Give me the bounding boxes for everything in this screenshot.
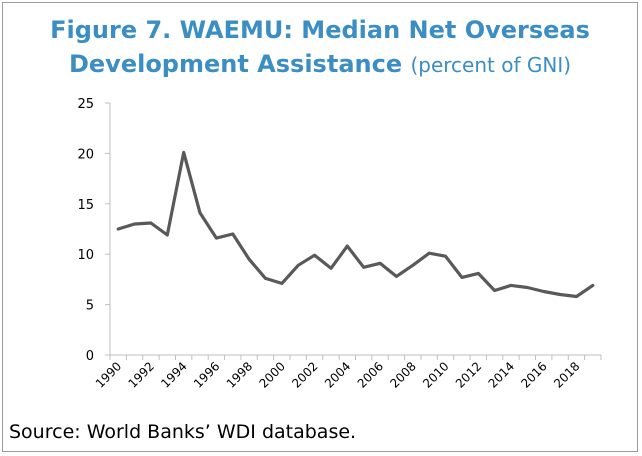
x-tick-label: 2006 — [355, 359, 386, 390]
x-tick-label: 1990 — [93, 359, 124, 390]
y-tick-label: 20 — [77, 147, 94, 162]
x-tick-label: 2010 — [420, 359, 451, 390]
x-tick-label: 2004 — [322, 359, 353, 390]
chart-title-unit: (percent of GNI) — [410, 53, 572, 77]
x-tick-label: 2018 — [551, 359, 582, 390]
x-tick-label: 2012 — [453, 359, 484, 390]
source-note: Source: World Banks’ WDI database. — [9, 421, 357, 443]
x-tick-label: 1996 — [191, 359, 222, 390]
y-tick-label: 0 — [86, 349, 94, 364]
x-tick-label: 1998 — [224, 359, 255, 390]
series-line-0 — [116, 150, 595, 299]
chart-title-line2-bold: Development Assistance — [68, 50, 403, 78]
figure-frame: Figure 7. WAEMU: Median Net Overseas Dev… — [2, 2, 638, 452]
y-tick-label: 10 — [77, 248, 94, 263]
y-tick-label: 15 — [77, 198, 94, 213]
x-tick-label: 1992 — [126, 359, 157, 390]
chart-title-line1: Figure 7. WAEMU: Median Net Overseas — [50, 16, 590, 44]
y-tick-labels: 0 5 10 15 20 25 — [77, 97, 94, 364]
series-layer — [116, 150, 595, 299]
chart-title: Figure 7. WAEMU: Median Net Overseas Dev… — [3, 13, 637, 82]
x-tick-label: 2000 — [256, 359, 287, 390]
x-tick-label: 2008 — [387, 359, 418, 390]
x-tick-label: 2016 — [518, 359, 549, 390]
axes — [105, 102, 602, 360]
x-tick-label: 2002 — [289, 359, 320, 390]
x-tick-label: 1994 — [158, 359, 189, 390]
x-tick-label: 2014 — [486, 359, 517, 390]
y-tick-label: 25 — [77, 97, 94, 112]
x-tick-labels: 1990 1992 1994 1996 1998 2000 2002 2004 2006 2008… — [93, 359, 583, 390]
chart-title-line2: Development Assistance (percent of GNI) — [3, 47, 637, 82]
y-tick-label: 5 — [86, 299, 94, 314]
